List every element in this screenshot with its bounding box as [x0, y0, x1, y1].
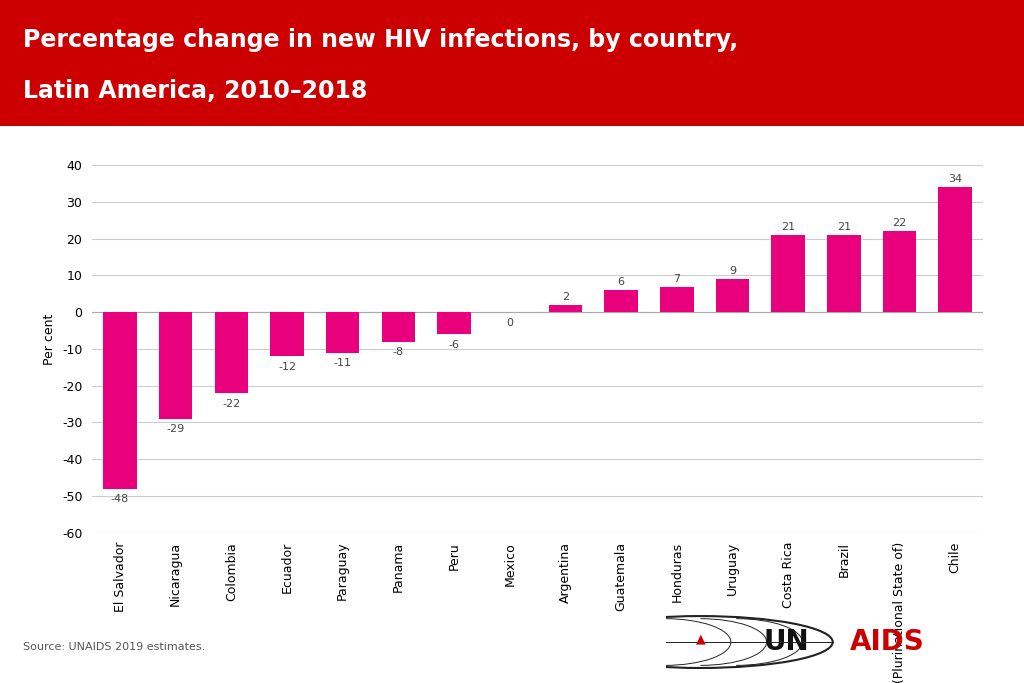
- Text: -8: -8: [393, 347, 403, 357]
- Y-axis label: Per cent: Per cent: [43, 314, 56, 365]
- Bar: [326, 312, 359, 352]
- Text: ▲: ▲: [695, 632, 706, 645]
- Text: -6: -6: [449, 339, 460, 350]
- Text: 7: 7: [673, 274, 680, 283]
- Text: 6: 6: [617, 277, 625, 288]
- Bar: [938, 187, 972, 312]
- Text: 22: 22: [892, 219, 906, 228]
- Text: -12: -12: [278, 362, 296, 372]
- Text: 2: 2: [562, 292, 569, 302]
- Bar: [159, 312, 193, 419]
- Text: UN: UN: [763, 628, 809, 656]
- Bar: [883, 232, 916, 312]
- Bar: [437, 312, 471, 334]
- Text: 34: 34: [948, 174, 963, 184]
- Text: 21: 21: [781, 222, 796, 232]
- Text: AIDS: AIDS: [850, 628, 925, 656]
- Text: -11: -11: [334, 358, 351, 368]
- Text: -48: -48: [111, 494, 129, 504]
- Text: 9: 9: [729, 266, 736, 276]
- Bar: [771, 235, 805, 312]
- Text: 21: 21: [837, 222, 851, 232]
- Text: -29: -29: [167, 424, 184, 434]
- Bar: [103, 312, 137, 488]
- Bar: [660, 286, 693, 312]
- Text: 0: 0: [506, 318, 513, 328]
- Bar: [382, 312, 415, 342]
- Text: -22: -22: [222, 399, 241, 408]
- Text: Latin America, 2010–2018: Latin America, 2010–2018: [23, 79, 367, 103]
- Bar: [604, 290, 638, 312]
- Bar: [716, 279, 750, 312]
- Bar: [215, 312, 248, 393]
- Text: Source: UNAIDS 2019 estimates.: Source: UNAIDS 2019 estimates.: [23, 642, 205, 652]
- Bar: [827, 235, 860, 312]
- Bar: [270, 312, 304, 357]
- Bar: [549, 305, 582, 312]
- Text: Percentage change in new HIV infections, by country,: Percentage change in new HIV infections,…: [23, 28, 737, 52]
